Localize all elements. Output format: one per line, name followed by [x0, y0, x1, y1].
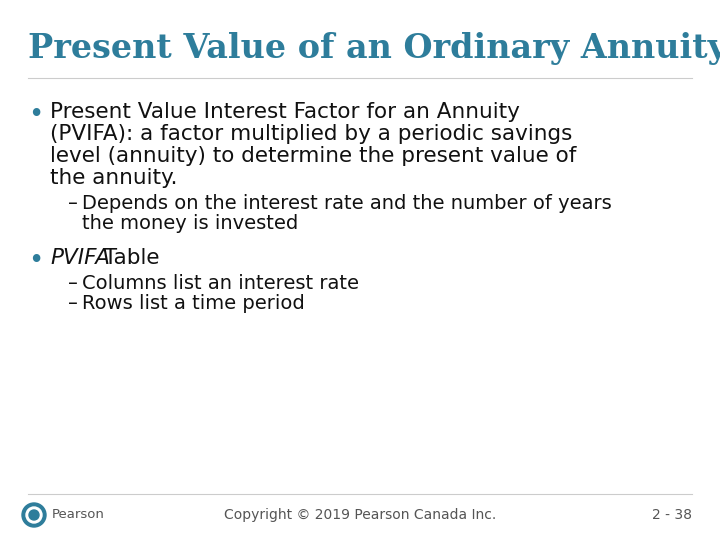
Text: the annuity.: the annuity. — [50, 168, 178, 188]
Text: –: – — [68, 194, 78, 213]
Text: 2 - 38: 2 - 38 — [652, 508, 692, 522]
Text: Pearson: Pearson — [52, 509, 105, 522]
Text: Copyright © 2019 Pearson Canada Inc.: Copyright © 2019 Pearson Canada Inc. — [224, 508, 496, 522]
Text: –: – — [68, 274, 78, 293]
Text: PVIFA: PVIFA — [50, 248, 110, 268]
Text: Rows list a time period: Rows list a time period — [82, 294, 305, 313]
Text: Columns list an interest rate: Columns list an interest rate — [82, 274, 359, 293]
Circle shape — [26, 507, 42, 523]
Circle shape — [22, 503, 46, 527]
Text: –: – — [68, 294, 78, 313]
Text: Table: Table — [97, 248, 160, 268]
Circle shape — [29, 510, 39, 520]
Text: Present Value of an Ordinary Annuity Table: Present Value of an Ordinary Annuity Tab… — [28, 32, 720, 65]
Text: the money is invested: the money is invested — [82, 214, 298, 233]
Text: •: • — [28, 248, 43, 274]
Text: •: • — [28, 102, 43, 128]
Text: Depends on the interest rate and the number of years: Depends on the interest rate and the num… — [82, 194, 612, 213]
Text: level (annuity) to determine the present value of: level (annuity) to determine the present… — [50, 146, 577, 166]
Text: (PVIFA): a factor multiplied by a periodic savings: (PVIFA): a factor multiplied by a period… — [50, 124, 572, 144]
Text: Present Value Interest Factor for an Annuity: Present Value Interest Factor for an Ann… — [50, 102, 520, 122]
